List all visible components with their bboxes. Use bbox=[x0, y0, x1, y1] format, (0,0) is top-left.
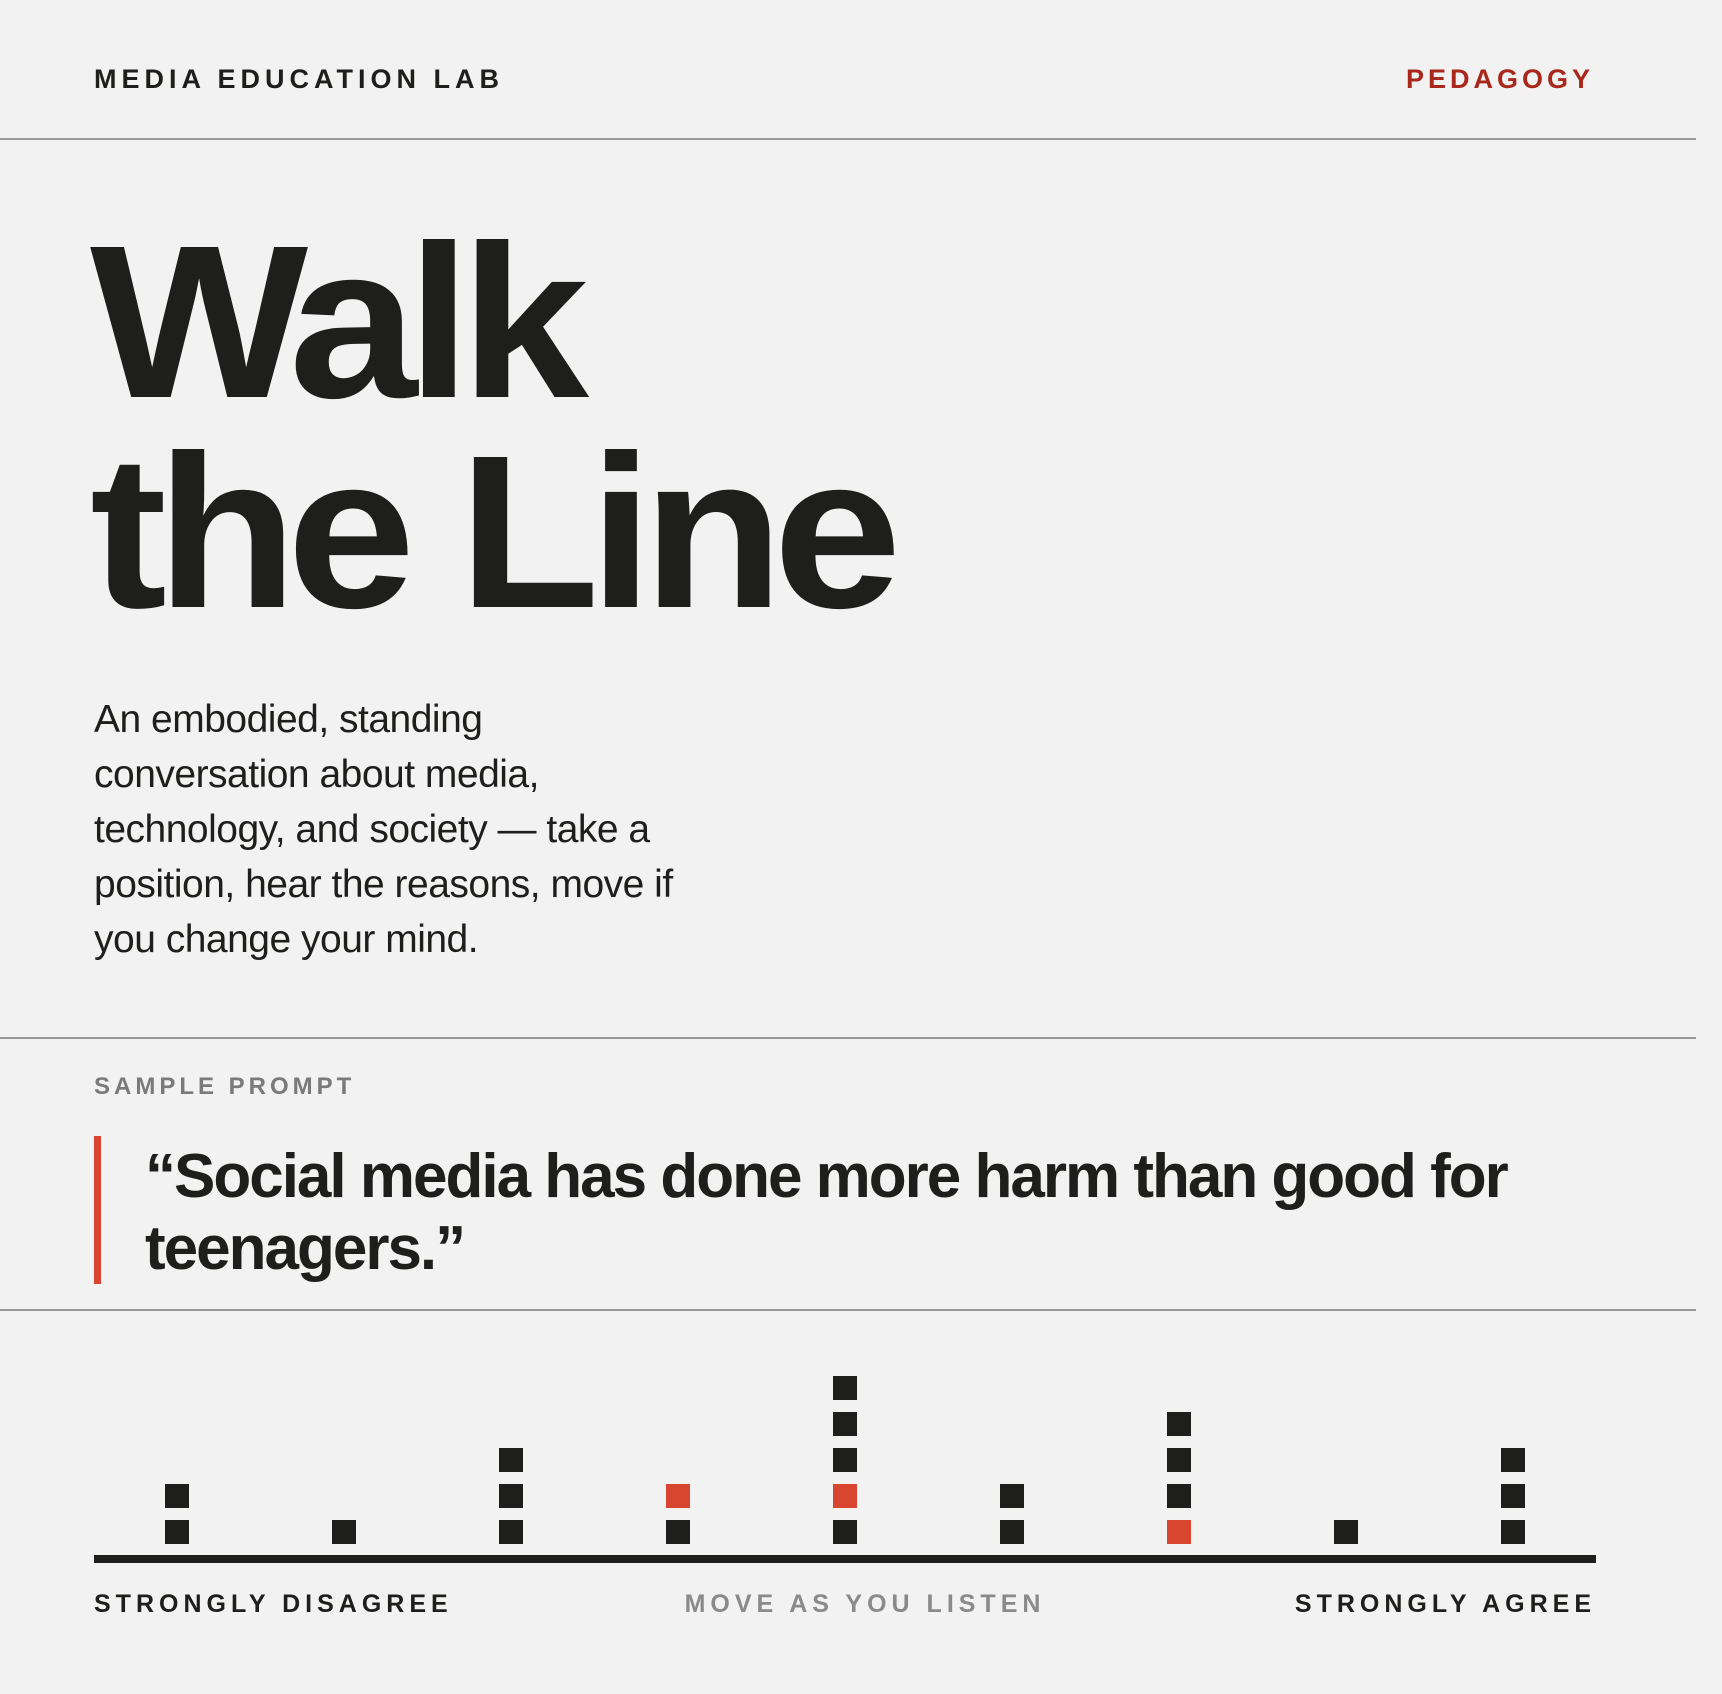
divider bbox=[0, 1309, 1696, 1311]
participant-marker bbox=[1000, 1520, 1024, 1544]
position-column bbox=[1000, 1484, 1024, 1544]
brand-name[interactable]: MEDIA EDUCATION LAB bbox=[94, 64, 504, 94]
participant-marker bbox=[1000, 1484, 1024, 1508]
participant-marker bbox=[499, 1520, 523, 1544]
participant-marker bbox=[499, 1448, 523, 1472]
top-bar: MEDIA EDUCATION LAB PEDAGOGY bbox=[0, 0, 1696, 140]
position-column bbox=[499, 1448, 523, 1544]
title-line-1: Walk bbox=[90, 201, 589, 444]
participant-marker bbox=[1167, 1412, 1191, 1436]
move-as-you-listen-label: MOVE AS YOU LISTEN bbox=[684, 1590, 1046, 1618]
participant-marker-highlighted bbox=[1167, 1520, 1191, 1544]
participant-marker bbox=[332, 1520, 356, 1544]
participant-marker bbox=[499, 1484, 523, 1508]
participant-marker bbox=[833, 1412, 857, 1436]
participant-marker bbox=[833, 1448, 857, 1472]
position-column bbox=[1334, 1520, 1358, 1544]
participant-marker bbox=[1501, 1520, 1525, 1544]
participant-marker bbox=[833, 1376, 857, 1400]
scale-line bbox=[94, 1555, 1596, 1563]
position-scale bbox=[94, 1330, 1596, 1563]
position-column bbox=[666, 1484, 690, 1544]
participant-marker bbox=[1334, 1520, 1358, 1544]
participant-marker bbox=[666, 1520, 690, 1544]
position-column bbox=[332, 1520, 356, 1544]
participant-marker-highlighted bbox=[666, 1484, 690, 1508]
strongly-agree-label: STRONGLY AGREE bbox=[1294, 1590, 1596, 1618]
position-column bbox=[1167, 1412, 1191, 1544]
section-tag[interactable]: PEDAGOGY bbox=[1405, 64, 1594, 94]
intro-text: An embodied, standing conversation about… bbox=[94, 698, 673, 961]
participant-marker bbox=[1501, 1484, 1525, 1508]
prompt-quote-text: “Social media has done more harm than go… bbox=[145, 1142, 1509, 1283]
title-line-2: the Line bbox=[90, 411, 902, 654]
page-title: Walk the Line bbox=[90, 201, 902, 654]
divider bbox=[0, 1037, 1696, 1039]
strongly-disagree-label: STRONGLY DISAGREE bbox=[94, 1590, 453, 1618]
participant-marker bbox=[165, 1484, 189, 1508]
prompt-quote: “Social media has done more harm than go… bbox=[94, 1136, 1601, 1284]
participant-marker bbox=[1167, 1484, 1191, 1508]
participant-marker bbox=[1167, 1448, 1191, 1472]
participant-marker-highlighted bbox=[833, 1484, 857, 1508]
participant-marker bbox=[1501, 1448, 1525, 1472]
participant-marker bbox=[165, 1520, 189, 1544]
position-column bbox=[833, 1376, 857, 1544]
participant-marker bbox=[833, 1520, 857, 1544]
position-column bbox=[165, 1484, 189, 1544]
position-column bbox=[1501, 1448, 1525, 1544]
prompt-label: SAMPLE PROMPT bbox=[94, 1073, 356, 1100]
